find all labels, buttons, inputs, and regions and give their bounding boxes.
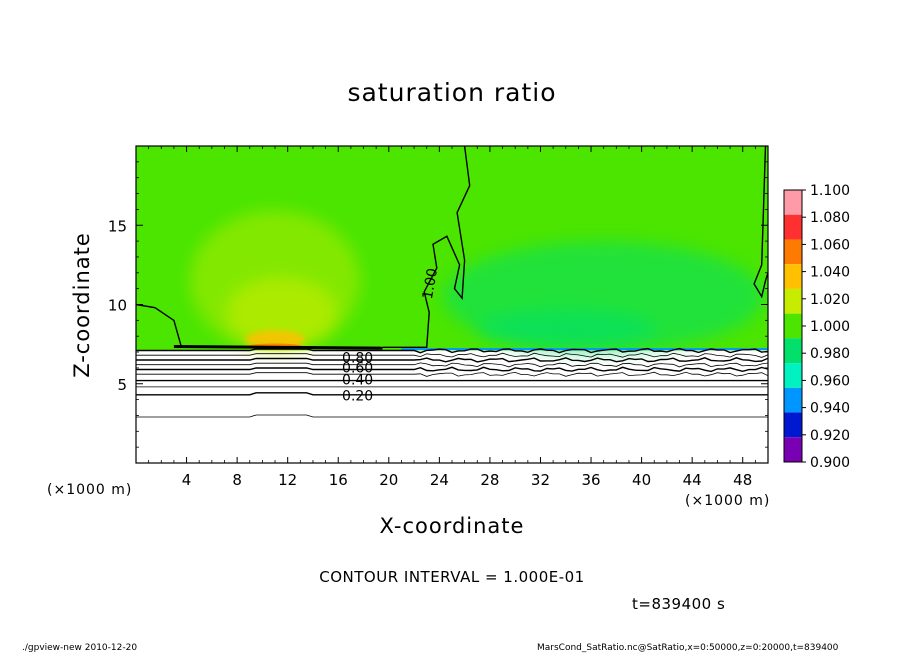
field-subsaturated-right-core [475,310,656,347]
contour-line [136,347,768,354]
x-tick-label: 36 [581,471,600,489]
contour-label-1-00: 1.00 [420,267,441,300]
x-tick-label: 8 [232,471,242,489]
x-tick-label: 48 [733,471,752,489]
x-tick-label: 12 [278,471,297,489]
contour-line [136,392,768,396]
colorbar-label: 1.080 [810,210,850,226]
contour-line [136,414,768,418]
contour-line [136,357,768,363]
colorbar-label: 1.040 [810,265,850,281]
heatmap-field [136,146,768,463]
contour-label-0-60: 0.60 [342,361,373,377]
colorbar-label: 1.060 [810,237,850,253]
colorbar-swatch [784,387,802,413]
colorbar: 1.100 1.080 1.060 1.040 1.020 1.000 0.980 0.960… [783,183,850,471]
colorbar-label: 0.900 [810,455,850,471]
contour-line-1-00 [753,146,768,299]
colorbar-swatch [784,239,802,265]
colorbar-swatch [784,437,802,462]
x-tick-label: 44 [683,471,702,489]
contour-label-0-40: 0.40 [342,373,373,389]
colorbar-label: 1.020 [810,292,850,308]
colorbar-swatch [784,288,802,314]
y-tick-label: 5 [117,376,127,394]
field-plume-core [226,277,337,348]
contour-line-1-00 [136,303,183,348]
contour-line-1-00 [382,146,471,348]
colorbar-swatch [784,363,802,388]
x-tick-label: 20 [379,471,398,489]
x-tick-label: 32 [531,471,550,489]
colorbar-swatch [784,214,802,240]
x-tick-label: 16 [329,471,348,489]
x-axis-unit-right: (×1000 m) [685,493,771,509]
x-tick-label: 4 [182,471,192,489]
colorbar-swatch [784,313,802,339]
contour-band [173,345,383,350]
colorbar-label: 0.940 [810,401,850,417]
y-tick-label: 15 [108,217,127,235]
footer-source: MarsCond_SatRatio.nc@SatRatio,x=0:50000,… [537,643,839,653]
colorbar-swatch [784,338,802,364]
x-tick-label: 24 [430,471,449,489]
contour-line [136,366,768,373]
colorbar-label: 0.960 [810,373,850,389]
y-tick-label: 10 [108,297,127,315]
chart-title: saturation ratio [347,78,557,107]
x-tick-label: 28 [480,471,499,489]
colorbar-label: 0.920 [810,428,850,444]
field-plume-max [245,330,306,349]
colorbar-swatch [784,190,802,215]
contour-lines [136,146,768,418]
contour-line [136,362,768,368]
colorbar-label: 1.000 [810,319,850,335]
time-label: t=839400 s [632,595,726,613]
colorbar-label: 0.980 [810,346,850,362]
colorbar-swatch [784,264,802,289]
x-axis-label: X-coordinate [379,514,525,538]
contour-label-0-20: 0.20 [342,388,373,404]
contour-line [136,352,768,358]
colorbar-label: 1.100 [810,183,850,199]
x-axis-unit-left: (×1000 m) [47,482,133,498]
colorbar-swatch [784,412,802,438]
contour-interval-label: CONTOUR INTERVAL = 1.000E-01 [319,568,585,586]
contour-line [136,371,768,377]
footer-program: ./gpview-new 2010-12-20 [22,643,138,653]
contour-labels: 1.00 0.800.600.400.20 [342,267,441,404]
x-tick-label: 40 [632,471,651,489]
contour-label-0-80: 0.80 [342,350,373,366]
